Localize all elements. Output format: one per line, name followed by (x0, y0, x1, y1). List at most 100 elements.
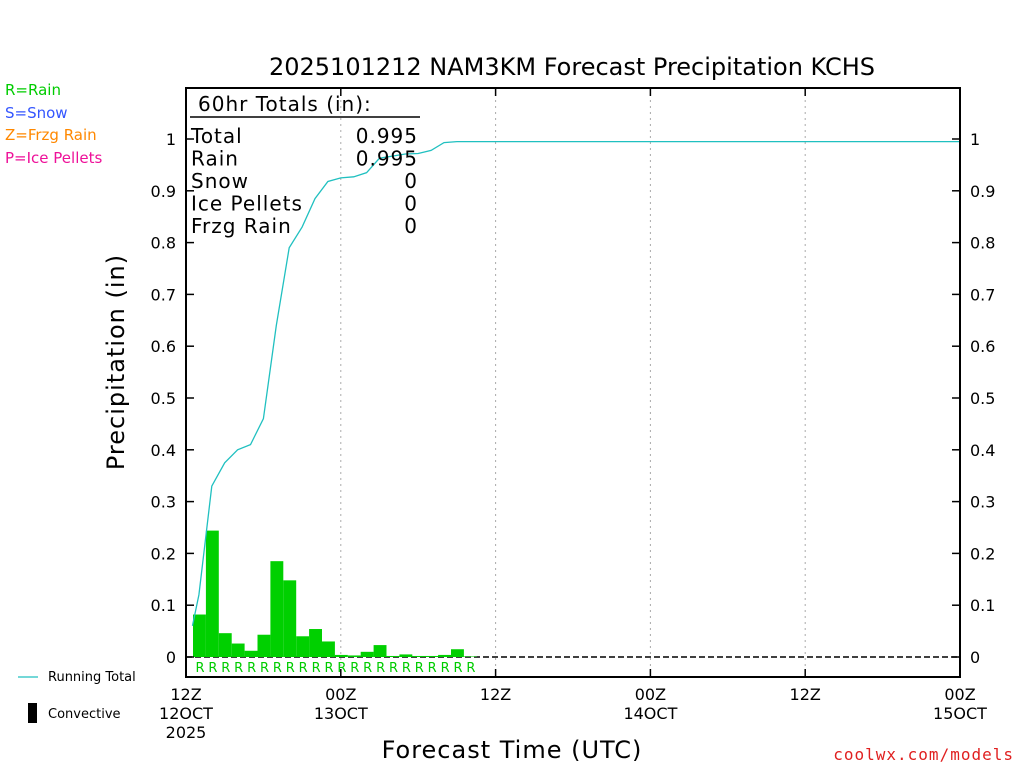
precip-bar (244, 650, 258, 657)
plot-frame (185, 87, 961, 678)
precip-type-label: R (376, 661, 385, 676)
precip-type-label: R (324, 661, 333, 676)
x-tick-label: 13OCT (314, 704, 368, 723)
y-tick-label: 0.9 (151, 182, 176, 201)
precip-bar (463, 656, 477, 657)
precip-type-label: R (415, 661, 424, 676)
x-tick-label: 14OCT (623, 704, 677, 723)
running-total-line (191, 140, 960, 627)
totals-row-label: Frzg Rain (191, 214, 292, 238)
convective-legend: Convective (48, 707, 121, 722)
legend-snow-label: S=Snow (5, 104, 68, 122)
y-tick-label-right: 0.1 (970, 596, 995, 615)
totals-row-value: 0 (404, 192, 418, 216)
y-tick-label: 0.8 (151, 234, 176, 253)
legend-rain: R=Rain (5, 81, 61, 99)
totals-row-value: 0 (404, 214, 418, 238)
precip-type-label: R (286, 661, 295, 676)
totals-row-value: 0.995 (356, 147, 418, 171)
x-tick-label: 15OCT (933, 704, 987, 723)
legend-ice-pellets: P=Ice Pellets (5, 149, 102, 167)
plot-axes (185, 87, 961, 678)
y-tick-label-right: 1 (970, 130, 980, 149)
x-tick-label: 12OCT (159, 704, 213, 723)
grid-lines (186, 88, 960, 677)
precip-bar (218, 633, 232, 657)
y-tick-label: 0.2 (151, 544, 176, 563)
precip-bar (231, 643, 245, 657)
precip-bar (412, 655, 426, 657)
precip-bar (283, 580, 297, 657)
y-axis-right-ticks: 0 0.1 0.2 0.3 0.4 0.5 0.6 0.7 0.8 0.9 1 (952, 130, 995, 667)
precip-bar (257, 634, 271, 657)
y-tick-label-right: 0.4 (970, 441, 995, 460)
precip-bar (386, 655, 400, 657)
x-tick-label: 00Z (325, 685, 356, 704)
precip-type-label: R (273, 661, 282, 676)
precip-type-label: R (299, 661, 308, 676)
y-tick-label: 0.7 (151, 285, 176, 304)
precip-type-label: R (195, 661, 204, 676)
precip-bar (322, 641, 335, 657)
legend-frzg-rain: Z=Frzg Rain (5, 126, 97, 144)
x-tick-label: 12Z (170, 685, 201, 704)
y-tick-label: 0.3 (151, 493, 176, 512)
precip-type-label: R (466, 661, 475, 676)
precip-bar (193, 614, 206, 657)
totals-box: 60hr Totals (in): Total 0.995 Rain 0.995 Snow… (190, 92, 420, 238)
y-tick-label-right: 0.8 (970, 234, 995, 253)
x-tick-label: 2025 (166, 723, 207, 742)
totals-row-label: Ice Pellets (191, 192, 303, 216)
y-tick-label-right: 0.6 (970, 337, 995, 356)
totals-row-value: 0 (404, 169, 418, 193)
precip-bar (438, 654, 451, 657)
y-tick-label: 0.5 (151, 389, 176, 408)
precip-type-label: R (441, 661, 450, 676)
precip-bar (270, 561, 284, 657)
chart-title: 2025101212 NAM3KM Forecast Precipitation… (269, 53, 875, 81)
y-tick-label: 1 (166, 130, 176, 149)
precip-type-label: R (428, 661, 437, 676)
precip-type-label: R (247, 661, 256, 676)
y-tick-label-right: 0 (970, 648, 980, 667)
totals-heading: 60hr Totals (in): (198, 92, 372, 116)
precip-type-label: R (337, 661, 346, 676)
precip-type-label: R (208, 661, 217, 676)
y-tick-label: 0.4 (151, 441, 176, 460)
running-total-series (191, 140, 960, 627)
precip-bar (373, 645, 387, 657)
precip-type-label: R (260, 661, 269, 676)
precip-type-label: R (389, 661, 398, 676)
precip-bar (309, 629, 322, 657)
x-tick-label: 00Z (944, 685, 975, 704)
y-tick-label: 0.6 (151, 337, 176, 356)
precip-type-label: R (363, 661, 372, 676)
x-tick-label: 12Z (480, 685, 511, 704)
precip-bar (347, 655, 361, 657)
running-total-legend: Running Total (48, 670, 136, 685)
precip-bar (296, 636, 310, 657)
precip-bar (334, 654, 348, 657)
running-total-legend-label: Running Total (48, 670, 136, 685)
precip-type-label: R (221, 661, 230, 676)
x-tick-label: 00Z (635, 685, 666, 704)
legend-ice-pellets-label: P=Ice Pellets (5, 149, 103, 167)
y-tick-label-right: 0.9 (970, 182, 995, 201)
totals-row-label: Total (190, 124, 243, 148)
precip-bar (360, 651, 374, 657)
y-tick-label-right: 0.5 (970, 389, 995, 408)
y-tick-label: 0.1 (151, 596, 176, 615)
precip-bars (193, 530, 477, 657)
precip-type-label: R (350, 661, 359, 676)
totals-row-value: 0.995 (356, 124, 418, 148)
precip-bar (205, 530, 219, 657)
totals-row-label: Rain (191, 147, 239, 171)
y-axis-left-ticks: 0 0.1 0.2 0.3 0.4 0.5 0.6 0.7 0.8 0.9 1 (151, 130, 194, 667)
y-tick-label-right: 0.3 (970, 493, 995, 512)
totals-row-label: Snow (191, 169, 249, 193)
convective-legend-label: Convective (48, 707, 121, 722)
precip-bar (451, 649, 464, 657)
